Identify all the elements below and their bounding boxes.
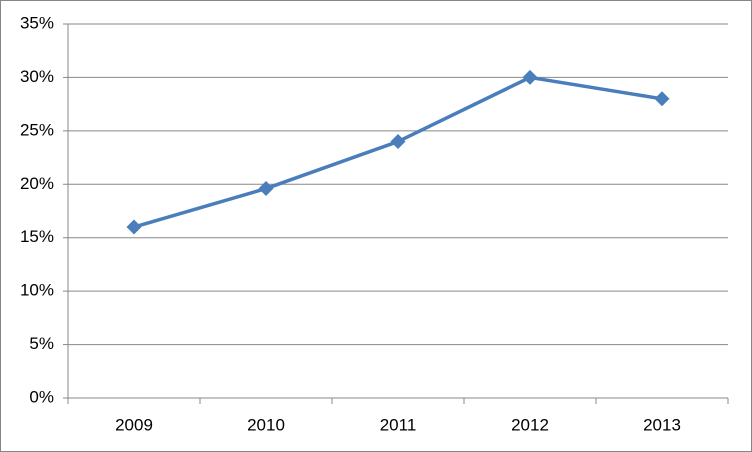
marker [390, 134, 406, 150]
x-tick-label: 2010 [247, 415, 285, 434]
x-tick-label: 2012 [511, 415, 549, 434]
y-tick-label: 20% [20, 174, 54, 193]
x-tick-label: 2011 [380, 415, 417, 434]
x-tick-label: 2013 [643, 415, 681, 434]
y-tick-label: 0% [29, 387, 54, 406]
y-tick-label: 5% [29, 334, 54, 353]
marker [126, 219, 142, 235]
y-tick-label: 25% [20, 120, 54, 139]
y-tick-label: 35% [20, 13, 54, 32]
x-tick-label: 2009 [115, 415, 153, 434]
marker [654, 91, 670, 107]
y-tick-label: 10% [20, 281, 54, 300]
marker [258, 181, 274, 197]
y-tick-label: 15% [20, 227, 54, 246]
marker [522, 69, 538, 85]
y-tick-label: 30% [20, 67, 54, 86]
